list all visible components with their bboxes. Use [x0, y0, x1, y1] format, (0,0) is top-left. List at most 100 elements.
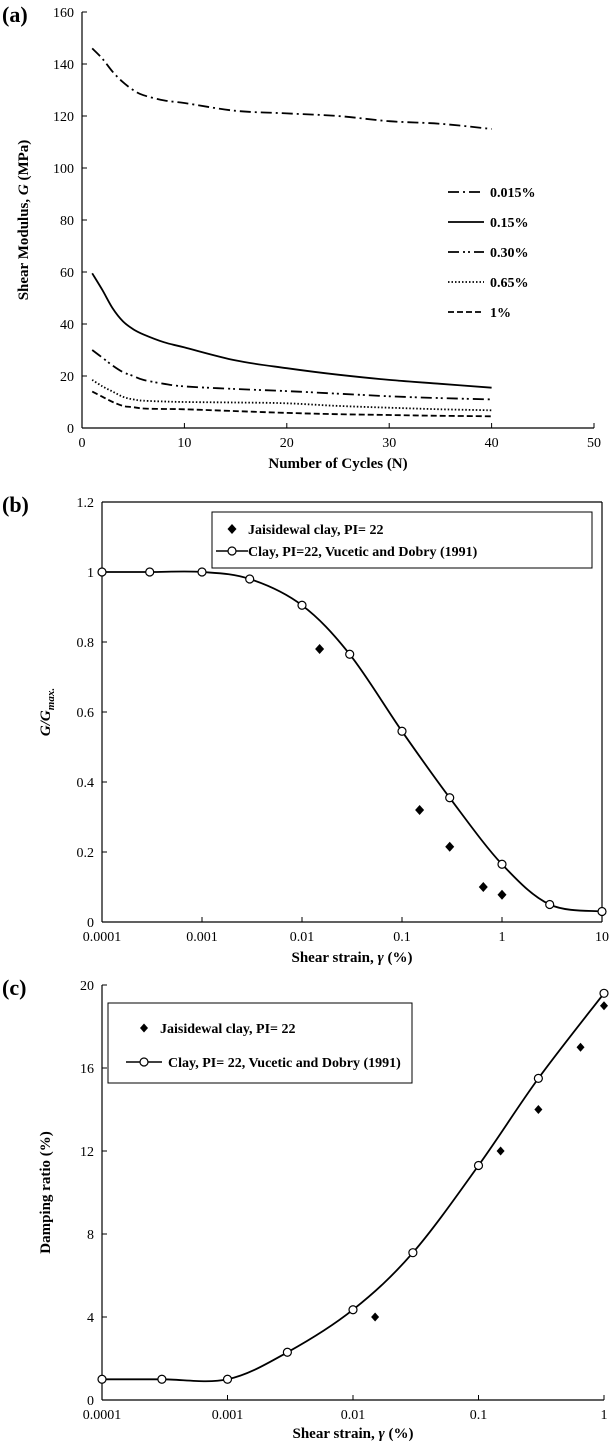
- x-tick-label: 0.01: [290, 930, 315, 945]
- legend-label: Clay, PI= 22, Vucetic and Dobry (1991): [168, 1056, 401, 1071]
- panel-a-shear-modulus-vs-cycles: (a) 0 20 40 60 80 100 120 140 160 0 10 20 30 40 50 Numbe…: [2, 2, 601, 472]
- legend-label: Jaisidewal clay, PI= 22: [248, 523, 384, 538]
- x-tick-label: 40: [485, 436, 499, 451]
- diamond-marker: [534, 1105, 543, 1114]
- y-axis-title: Shear Modulus, G (MPa): [16, 140, 32, 301]
- open-circle-marker: [282, 1347, 292, 1357]
- legend-label: Clay, PI=22, Vucetic and Dobry (1991): [248, 545, 478, 560]
- y-tick-label: 140: [53, 58, 74, 73]
- y-tick-label: 0.4: [77, 776, 95, 791]
- series-line-vucetic-dobry: [101, 992, 605, 1383]
- panel-label: (b): [2, 492, 29, 517]
- legend-diamond-swatch: [140, 1023, 148, 1033]
- y-tick-label: 20: [60, 370, 74, 385]
- x-axis-title-part: γ: [377, 950, 384, 966]
- y-tick-label: 100: [53, 162, 74, 177]
- y-axis-title: Damping ratio (%): [38, 1131, 54, 1254]
- legend-diamond-swatch: [227, 524, 237, 534]
- y-tick-label: 1.2: [77, 496, 95, 511]
- diamond-marker: [600, 1001, 608, 1011]
- diamond-marker: [315, 644, 325, 654]
- x-tick-label: 50: [587, 436, 601, 451]
- open-circle-marker: [397, 726, 407, 736]
- open-circle-marker: [497, 859, 507, 869]
- legend-label: Jaisidewal clay, PI= 22: [160, 1022, 296, 1037]
- y-tick-label: 12: [80, 1145, 94, 1160]
- panel-label: (c): [2, 975, 26, 1000]
- y-tick-label: 1: [87, 566, 94, 581]
- y-tick-label: 60: [60, 266, 74, 281]
- y-axis-title-part: G/G: [38, 710, 54, 736]
- open-circle-marker: [97, 567, 107, 577]
- y-tick-label: 4: [87, 1311, 94, 1326]
- diamond-marker: [415, 805, 425, 815]
- legend-circle-swatch: [227, 546, 237, 556]
- open-circle-marker: [408, 1248, 418, 1258]
- y-axis-title: G/Gmax.: [38, 688, 57, 736]
- y-tick-label: 0.2: [77, 846, 95, 861]
- y-tick-label: 40: [60, 318, 74, 333]
- x-axis-title: Number of Cycles (N): [268, 456, 407, 472]
- x-tick-label: 30: [382, 436, 396, 451]
- y-axis-title-part: G: [16, 184, 32, 195]
- y-tick-label: 0: [87, 1394, 94, 1409]
- x-tick-label: 0.0001: [83, 930, 122, 945]
- open-circle-marker: [97, 1374, 107, 1384]
- open-circle-marker: [545, 899, 555, 910]
- panel-c-damping-ratio: (c) 0 4 8 12 16 20 0.0001 0.001 0.01 0.1 1 Shear str…: [2, 975, 609, 1442]
- y-tick-label: 0.6: [77, 706, 95, 721]
- diamond-marker: [371, 1312, 380, 1322]
- diamond-marker: [497, 889, 507, 900]
- open-circle-marker: [473, 1160, 484, 1171]
- x-axis-title-part: (%): [385, 1426, 414, 1442]
- y-tick-label: 0: [87, 916, 94, 931]
- open-circle-marker: [345, 649, 355, 659]
- open-circle-marker: [297, 600, 307, 610]
- x-tick-label: 0: [79, 436, 86, 451]
- x-tick-label: 10: [177, 436, 191, 451]
- x-tick-label: 20: [280, 436, 294, 451]
- open-circle-marker: [245, 574, 255, 584]
- legend-circle-swatch: [139, 1057, 149, 1067]
- open-circle-marker: [145, 567, 155, 577]
- x-tick-label: 10: [595, 930, 609, 945]
- legend-label: 0.30%: [490, 246, 529, 261]
- series-line-0.30%: [91, 349, 492, 401]
- open-circle-marker: [157, 1374, 167, 1384]
- y-axis-title-part: (MPa): [16, 140, 32, 185]
- y-tick-label: 80: [60, 214, 74, 229]
- x-tick-label: 0.1: [470, 1408, 488, 1423]
- x-tick-label: 0.001: [186, 930, 218, 945]
- diamond-marker: [445, 841, 455, 852]
- x-axis-title-part: Shear strain,: [292, 950, 378, 966]
- diamond-marker: [478, 882, 488, 892]
- x-axis-title-part: (%): [384, 950, 413, 966]
- panel-label: (a): [2, 2, 28, 27]
- y-tick-label: 0: [67, 422, 74, 437]
- legend-label: 0.015%: [490, 186, 536, 201]
- y-axis-title-subscript: max.: [45, 688, 57, 710]
- open-circle-marker: [445, 793, 455, 803]
- series-line-0.015%: [91, 47, 492, 130]
- legend-label: 0.65%: [490, 276, 529, 291]
- legend-box: [107, 1002, 413, 1084]
- open-circle-marker: [599, 988, 609, 998]
- legend-box: [211, 511, 593, 569]
- diamond-marker: [576, 1042, 585, 1052]
- x-tick-label: 1: [499, 930, 506, 945]
- series-line-1%: [91, 390, 492, 418]
- x-tick-label: 0.0001: [83, 1408, 122, 1423]
- y-tick-label: 20: [80, 979, 94, 994]
- series-line-0.65%: [91, 379, 492, 412]
- y-axis-title-part: Shear Modulus,: [16, 195, 32, 300]
- panel-b-modulus-reduction: (b) 0 0.2 0.4 0.6 0.8 1 1.2 0.0001 0.001 0.01 0.1 1 1…: [2, 492, 609, 966]
- x-tick-label: 0.01: [341, 1408, 366, 1423]
- x-axis-title-part: γ: [378, 1426, 385, 1442]
- series-line-0.15%: [91, 272, 492, 389]
- x-tick-label: 0.001: [212, 1408, 244, 1423]
- open-circle-marker: [597, 906, 607, 917]
- x-axis-title-part: Shear strain,: [293, 1426, 379, 1442]
- x-axis-title: Shear strain, γ (%): [293, 1426, 414, 1442]
- y-tick-label: 16: [80, 1062, 94, 1077]
